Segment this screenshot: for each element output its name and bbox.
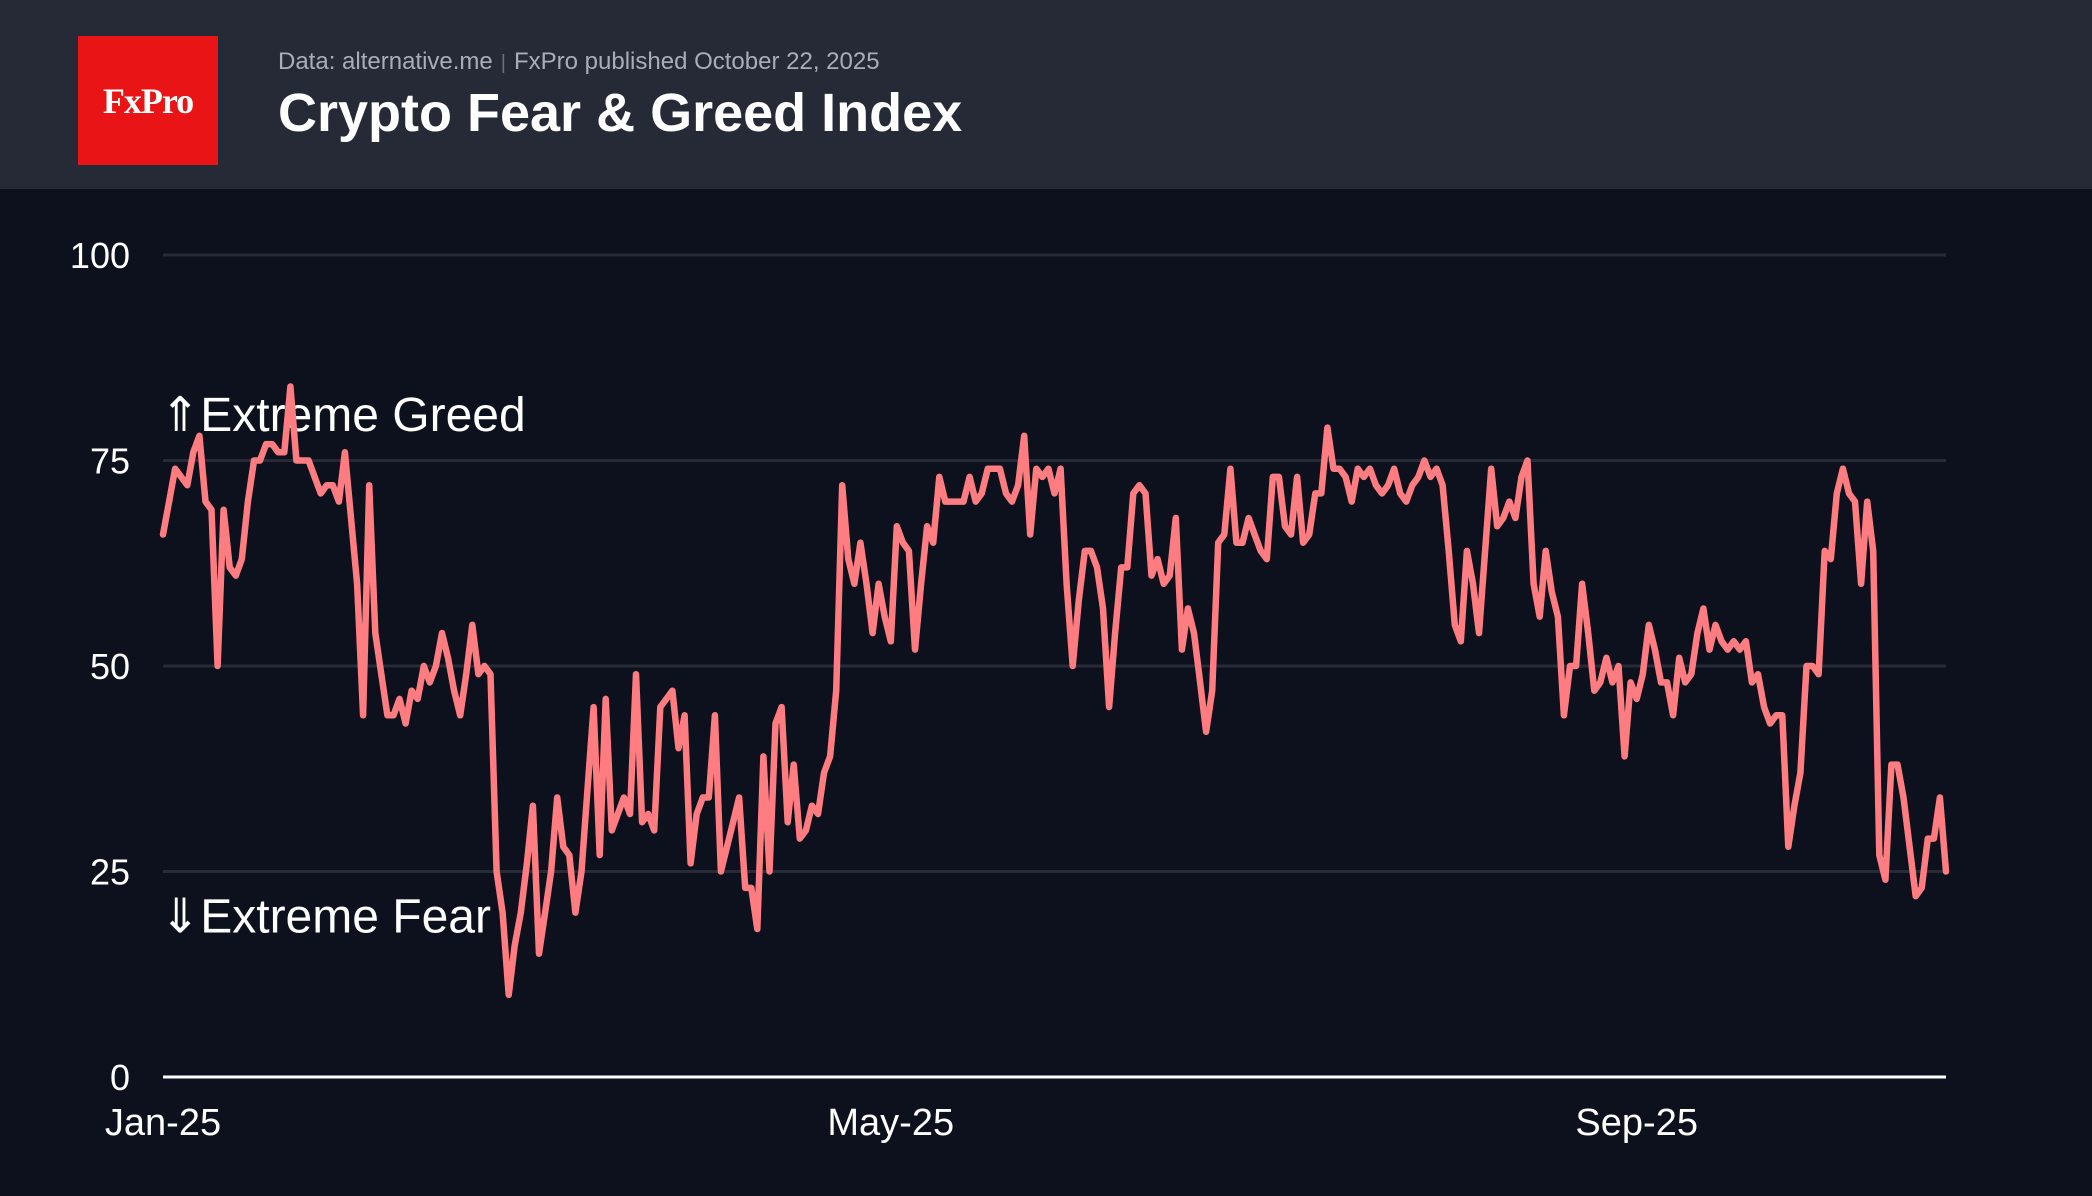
series-layer — [159, 383, 1950, 999]
zone-annotation: ⇓Extreme Fear — [160, 891, 491, 944]
zone-annotations: ⇑Extreme Greed ⇓Extreme Fear — [160, 389, 526, 943]
y-tick-label: 50 — [90, 646, 130, 687]
y-tick-label: 75 — [90, 441, 130, 482]
gridlines — [163, 253, 1946, 1079]
data-source: Data: alternative.me — [278, 48, 493, 75]
publish-date: FxPro published October 22, 2025 — [513, 48, 880, 75]
separator-divider: | — [500, 52, 506, 74]
logo-text: FxPro — [102, 80, 194, 121]
fear-greed-chart: 0 25 50 75 100 Jan-25 May-25 Sep-25 ⇑Extreme G… — [70, 235, 1950, 1144]
y-tick-label: 0 — [110, 1057, 130, 1098]
chart-title: Crypto Fear & Greed Index — [278, 83, 963, 143]
header-bar: FxPro Data: alternative.me | FxPro publish… — [0, 0, 2092, 189]
x-tick-label: Jan-25 — [105, 1102, 221, 1144]
y-tick-label: 100 — [70, 235, 130, 276]
y-axis-ticks: 0 25 50 75 100 — [70, 235, 130, 1098]
fear-greed-series-line — [159, 383, 1950, 999]
fxpro-logo: FxPro — [78, 36, 218, 165]
x-axis-ticks: Jan-25 May-25 Sep-25 — [105, 1102, 1698, 1144]
x-tick-label: Sep-25 — [1575, 1102, 1698, 1144]
x-tick-label: May-25 — [827, 1102, 954, 1144]
zone-annotation: ⇑Extreme Greed — [160, 389, 526, 442]
source-line: Data: alternative.me | FxPro published Oct… — [278, 48, 880, 76]
y-tick-label: 25 — [90, 852, 130, 893]
